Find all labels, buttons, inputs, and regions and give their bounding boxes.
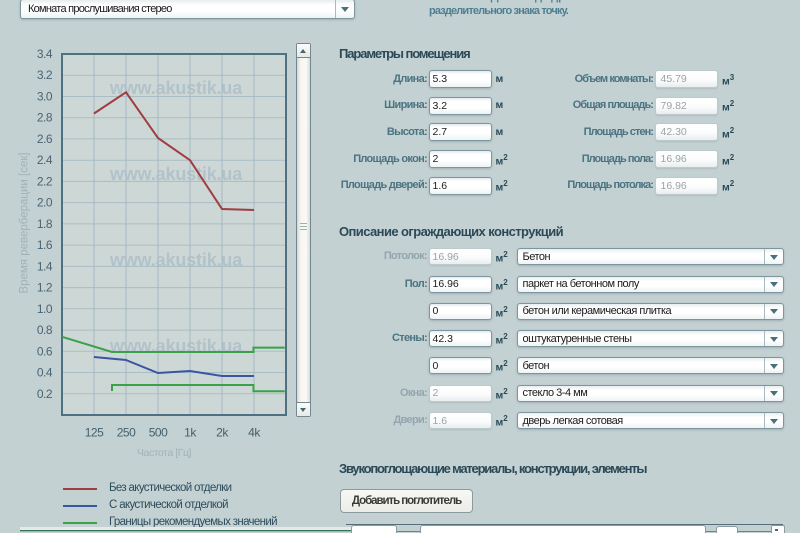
svg-text:0.2: 0.2	[37, 387, 53, 401]
svg-text:1.8: 1.8	[37, 217, 53, 231]
svg-text:Время реверберации [сек]: Время реверберации [сек]	[19, 152, 31, 293]
svg-text:2.4: 2.4	[37, 153, 53, 167]
svg-text:1.6: 1.6	[37, 238, 53, 252]
svg-text:2k: 2k	[216, 426, 229, 440]
svg-text:3.4: 3.4	[37, 47, 53, 61]
svg-text:1.0: 1.0	[37, 302, 53, 316]
svg-text:500: 500	[149, 426, 168, 440]
svg-text:1.4: 1.4	[37, 259, 53, 273]
svg-text:2.8: 2.8	[37, 111, 53, 125]
svg-text:2.6: 2.6	[37, 132, 53, 146]
svg-text:3.0: 3.0	[37, 90, 53, 104]
svg-text:www.akustik.ua: www.akustik.ua	[109, 78, 243, 98]
svg-text:www.akustik.ua: www.akustik.ua	[109, 164, 243, 184]
svg-text:0.4: 0.4	[37, 366, 53, 380]
svg-text:1k: 1k	[184, 426, 197, 440]
svg-text:250: 250	[117, 426, 136, 440]
svg-text:2.0: 2.0	[37, 196, 53, 210]
svg-text:2.2: 2.2	[37, 174, 53, 188]
svg-text:3.2: 3.2	[37, 68, 53, 82]
svg-text:Частота [Гц]: Частота [Гц]	[137, 447, 192, 459]
svg-text:www.akustik.ua: www.akustik.ua	[109, 250, 243, 270]
svg-text:0.6: 0.6	[37, 344, 53, 358]
svg-text:0.8: 0.8	[37, 323, 53, 337]
svg-text:1.2: 1.2	[37, 281, 53, 295]
svg-text:125: 125	[85, 426, 104, 440]
svg-text:4k: 4k	[248, 426, 261, 440]
